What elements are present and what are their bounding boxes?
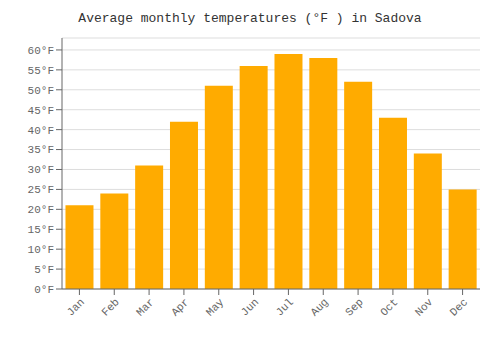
svg-text:Oct: Oct [378,296,400,318]
svg-text:60°F: 60°F [28,45,54,57]
svg-text:Jun: Jun [239,296,261,318]
svg-text:May: May [204,296,227,319]
svg-text:35°F: 35°F [28,144,54,156]
svg-text:30°F: 30°F [28,164,54,176]
svg-text:Apr: Apr [169,296,191,318]
html-text:Average monthly temperatures (: Average monthly temperatures (°F ) in Sa… [78,11,422,26]
svg-text:5°F: 5°F [34,264,54,276]
svg-text:40°F: 40°F [28,125,54,137]
svg-text:15°F: 15°F [28,224,54,236]
svg-text:Mar: Mar [134,296,156,318]
svg-text:Jul: Jul [274,296,296,318]
svg-text:25°F: 25°F [28,184,54,196]
svg-text:Jan: Jan [65,296,87,318]
svg-text:55°F: 55°F [28,65,54,77]
svg-text:Aug: Aug [308,296,330,318]
svg-text:20°F: 20°F [28,204,54,216]
svg-text:0°F: 0°F [34,284,54,296]
svg-text:50°F: 50°F [28,85,54,97]
svg-text:Nov: Nov [413,296,436,319]
svg-text:Dec: Dec [448,296,470,318]
svg-text:Sep: Sep [343,296,365,318]
svg-text:Feb: Feb [99,296,121,318]
svg-text:10°F: 10°F [28,244,54,256]
svg-text:45°F: 45°F [28,105,54,117]
